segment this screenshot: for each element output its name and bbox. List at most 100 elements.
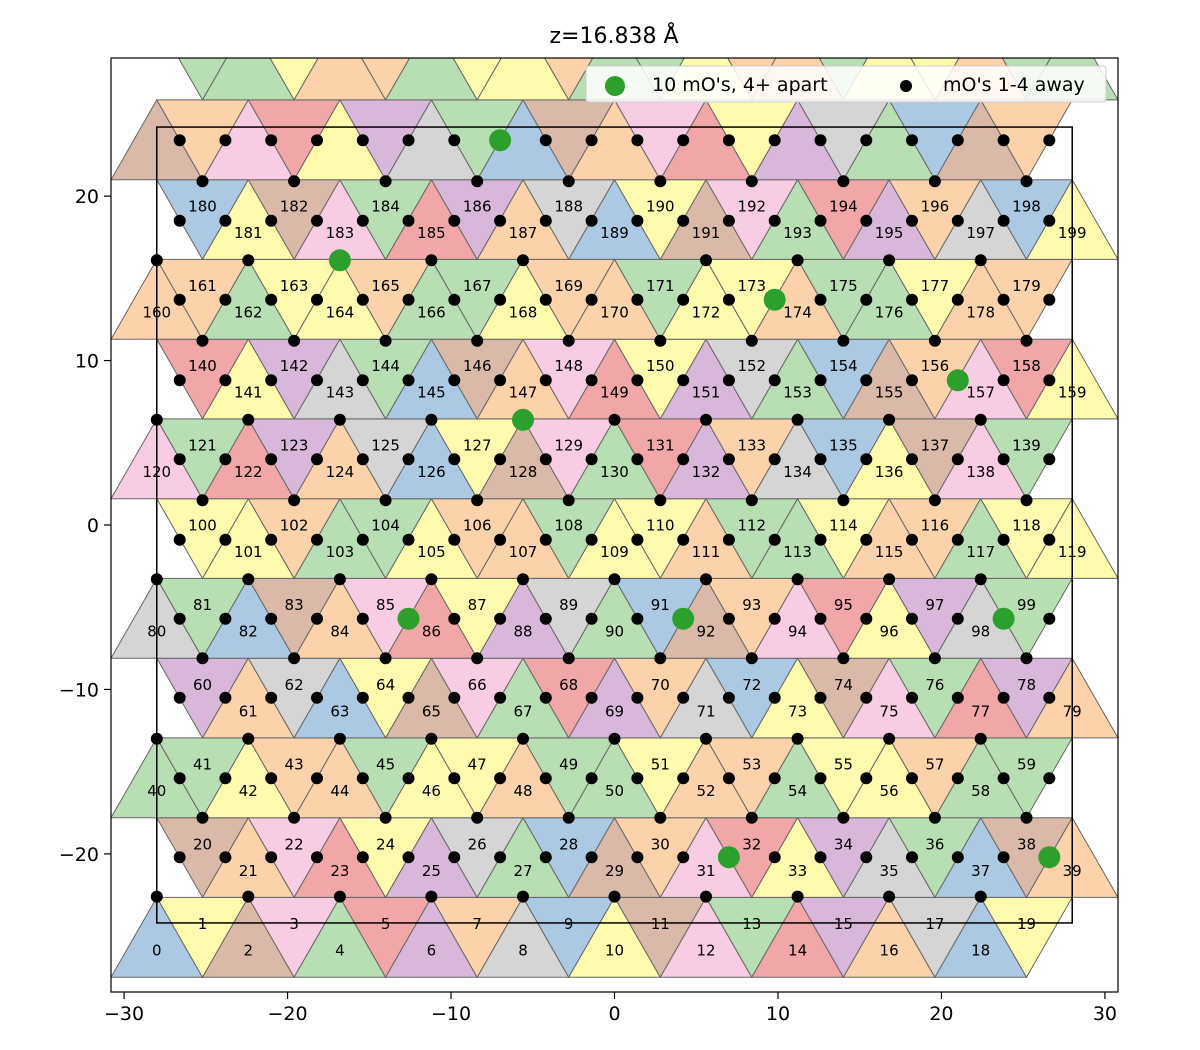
mo-1-4-away-point <box>219 374 232 387</box>
mo-1-4-away-point <box>997 134 1010 147</box>
x-tick-label: 10 <box>766 1003 790 1025</box>
triangle-label: 167 <box>463 277 492 295</box>
mo-1-4-away-point <box>997 453 1010 466</box>
triangle-label: 76 <box>925 676 944 694</box>
triangle-label: 125 <box>371 437 400 455</box>
triangle-label: 122 <box>234 463 263 481</box>
triangle-label: 108 <box>554 516 583 534</box>
mo-1-4-away-point <box>265 134 278 147</box>
triangle-label: 170 <box>600 304 629 322</box>
mo-1-4-away-point <box>173 453 186 466</box>
y-tick-label: −20 <box>59 844 99 866</box>
mo-1-4-away-point <box>928 652 941 665</box>
mo-1-4-away-point <box>173 214 186 227</box>
triangle-label: 157 <box>966 383 995 401</box>
mo-1-4-away-point <box>768 134 781 147</box>
mo-1-4-away-point <box>631 851 644 864</box>
mo-1-4-away-point <box>700 732 712 745</box>
mo-1-4-away-point <box>150 413 163 426</box>
triangle-label: 24 <box>376 835 395 853</box>
legend-box <box>585 65 1107 103</box>
triangle-label: 140 <box>188 357 217 375</box>
mo-1-4-away-point <box>677 691 690 704</box>
mo-1-4-away-point <box>906 293 918 306</box>
mo-1-4-away-point <box>402 134 415 147</box>
mo-1-4-away-point <box>265 374 278 387</box>
mo-1-4-away-point <box>928 334 941 347</box>
x-tick-label: 20 <box>929 1003 953 1025</box>
mo-1-4-away-point <box>837 494 850 507</box>
mo-1-4-away-point <box>745 811 758 824</box>
mo-1-4-away-point <box>173 134 186 147</box>
triangle-label: 95 <box>834 596 853 614</box>
mo-1-4-away-point <box>631 612 644 625</box>
mo-1-4-away-point <box>654 652 667 665</box>
mo-1-4-away-point <box>997 691 1010 704</box>
triangle-label: 142 <box>280 357 309 375</box>
triangle-label: 126 <box>417 463 446 481</box>
mo-1-4-away-point <box>448 374 461 387</box>
triangle-label: 193 <box>783 224 812 242</box>
triangle-label: 90 <box>605 623 624 641</box>
mo-1-4-away-point <box>837 652 850 665</box>
mo-1-4-away-point <box>1020 811 1033 824</box>
mo-1-4-away-point <box>402 772 415 785</box>
mo-1-4-away-point <box>814 293 827 306</box>
triangle-label: 64 <box>376 676 395 694</box>
mo-1-4-away-point <box>333 413 346 426</box>
mo-4-apart-point <box>397 607 420 630</box>
mo-1-4-away-point <box>1043 453 1056 466</box>
mo-1-4-away-point <box>311 214 323 227</box>
mo-1-4-away-point <box>219 134 232 147</box>
triangle-label: 180 <box>188 197 217 215</box>
triangle-label: 132 <box>692 463 721 481</box>
triangle-label: 173 <box>737 277 766 295</box>
triangle-label: 144 <box>371 357 400 375</box>
mo-1-4-away-point <box>837 811 850 824</box>
triangle-label: 6 <box>427 942 437 960</box>
triangle-label: 83 <box>285 596 304 614</box>
triangle-label: 115 <box>875 543 904 561</box>
mo-1-4-away-point <box>265 851 278 864</box>
mo-1-4-away-point <box>242 732 255 745</box>
mo-1-4-away-point <box>402 293 415 306</box>
mo-1-4-away-point <box>791 732 804 745</box>
mo-1-4-away-point <box>539 293 552 306</box>
mo-1-4-away-point <box>722 772 735 785</box>
triangle-label: 116 <box>921 516 950 534</box>
mo-1-4-away-point <box>997 533 1010 546</box>
triangle-label: 183 <box>326 224 355 242</box>
mo-1-4-away-point <box>860 612 873 625</box>
triangle-label: 121 <box>188 437 217 455</box>
mo-1-4-away-point <box>654 175 667 188</box>
mo-1-4-away-point <box>677 772 690 785</box>
triangle-label: 192 <box>737 197 766 215</box>
triangle-label: 36 <box>925 835 944 853</box>
triangle-label: 100 <box>188 516 217 534</box>
x-tick-label: −10 <box>431 1003 471 1025</box>
mo-1-4-away-point <box>1043 134 1056 147</box>
triangle-label: 135 <box>829 437 858 455</box>
triangle-label: 123 <box>280 437 309 455</box>
triangle-label: 0 <box>152 942 162 960</box>
y-tick-label: 10 <box>75 351 99 373</box>
mo-1-4-away-point <box>928 494 941 507</box>
mo-1-4-away-point <box>906 533 918 546</box>
mo-1-4-away-point <box>860 691 873 704</box>
mo-1-4-away-point <box>333 890 346 903</box>
triangle-label: 61 <box>239 702 258 720</box>
mo-1-4-away-point <box>860 772 873 785</box>
triangle-label: 11 <box>651 915 670 933</box>
triangle-label: 19 <box>1017 915 1036 933</box>
mo-1-4-away-point <box>517 254 529 267</box>
mo-1-4-away-point <box>517 732 529 745</box>
triangle-label: 111 <box>692 543 721 561</box>
mo-1-4-away-point <box>677 134 690 147</box>
triangle-label: 149 <box>600 383 629 401</box>
triangle-label: 21 <box>239 862 258 880</box>
triangle-label: 120 <box>142 463 171 481</box>
mo-1-4-away-point <box>700 413 712 426</box>
triangle-label: 73 <box>788 702 807 720</box>
mo-1-4-away-point <box>356 851 369 864</box>
